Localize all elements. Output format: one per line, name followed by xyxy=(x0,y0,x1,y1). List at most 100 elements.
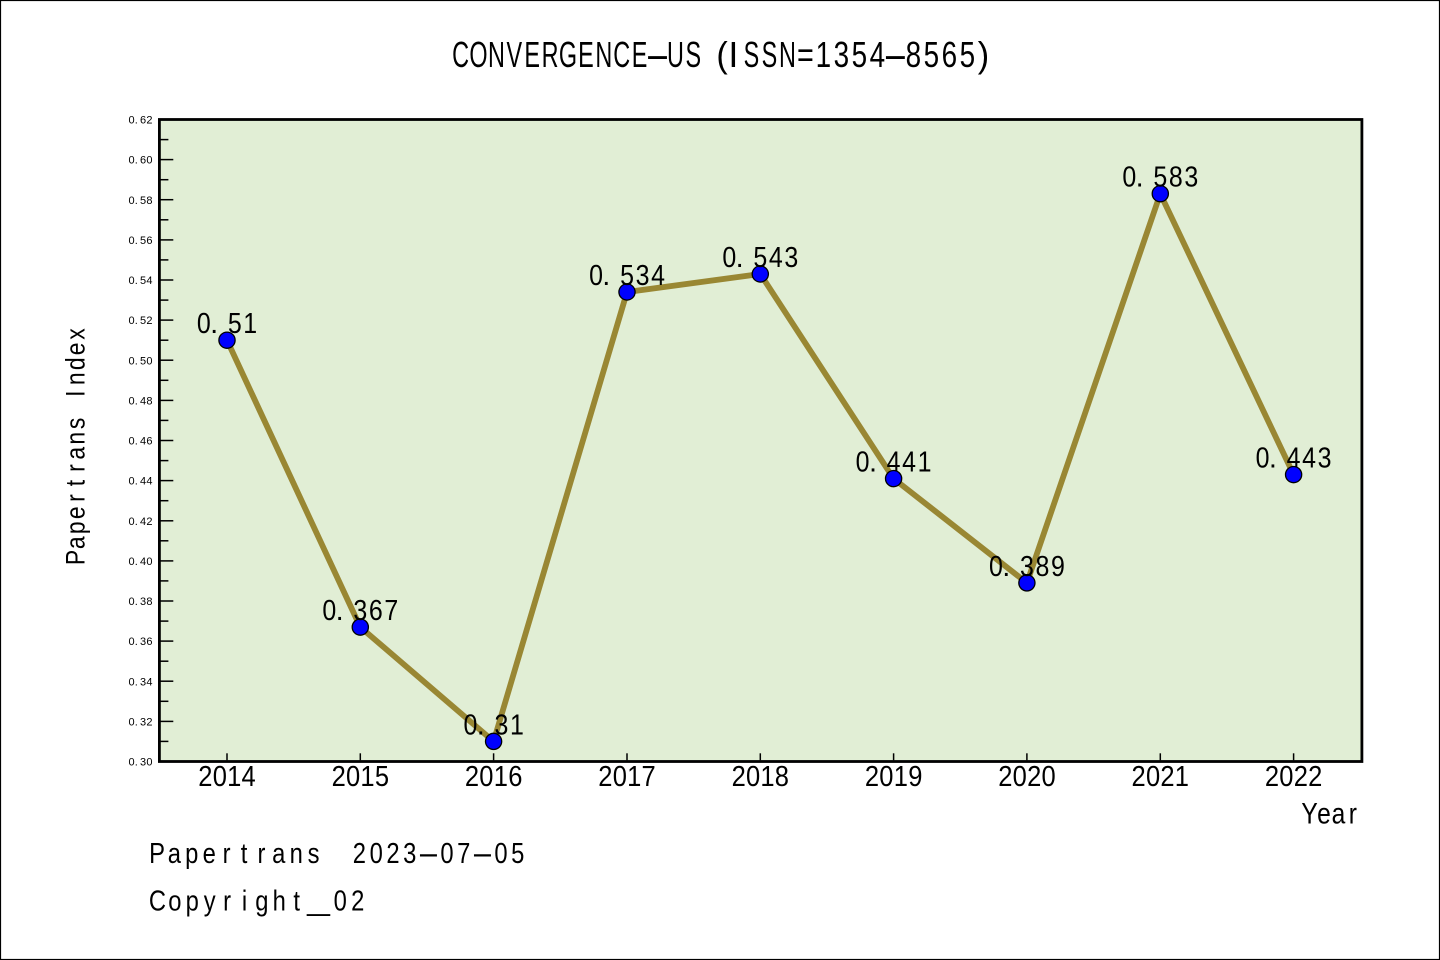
svg-text:2: 2 xyxy=(998,759,1012,792)
svg-text:2: 2 xyxy=(732,759,746,792)
svg-text:3: 3 xyxy=(140,636,146,648)
svg-text:0: 0 xyxy=(146,556,152,568)
svg-text:e: e xyxy=(61,343,91,356)
svg-text:r: r xyxy=(61,494,91,502)
svg-text:0: 0 xyxy=(129,596,135,608)
svg-text:h: h xyxy=(273,884,286,917)
svg-text:4: 4 xyxy=(902,446,916,478)
svg-text:n: n xyxy=(61,432,91,445)
svg-text:2: 2 xyxy=(1294,759,1308,792)
svg-text:5: 5 xyxy=(140,235,146,247)
svg-text:0: 0 xyxy=(146,355,152,367)
svg-text:0: 0 xyxy=(129,396,135,408)
svg-text:0: 0 xyxy=(322,594,336,626)
svg-text:2: 2 xyxy=(1265,759,1279,792)
svg-text:5: 5 xyxy=(140,275,146,287)
svg-text:8: 8 xyxy=(146,596,152,608)
svg-text:.: . xyxy=(135,396,138,408)
svg-text:9: 9 xyxy=(1051,550,1065,582)
svg-text:.: . xyxy=(1136,162,1144,194)
svg-text:-: - xyxy=(645,34,671,75)
svg-text:0: 0 xyxy=(1146,759,1160,792)
svg-text:1: 1 xyxy=(360,759,374,792)
svg-text:5: 5 xyxy=(753,241,767,273)
svg-text:.: . xyxy=(135,115,138,127)
svg-text:p: p xyxy=(186,884,199,917)
svg-text:.: . xyxy=(736,242,744,274)
svg-text:0: 0 xyxy=(746,759,760,792)
svg-text:e: e xyxy=(203,837,216,870)
svg-text:E: E xyxy=(578,36,594,75)
svg-text:3: 3 xyxy=(353,594,367,626)
svg-text:.: . xyxy=(135,757,138,769)
svg-text:-: - xyxy=(883,34,909,75)
svg-text:4: 4 xyxy=(651,259,665,291)
svg-text:5: 5 xyxy=(960,35,976,75)
svg-text:0: 0 xyxy=(129,556,135,568)
svg-text:s: s xyxy=(308,837,320,870)
svg-text:1: 1 xyxy=(627,759,641,792)
svg-text:5: 5 xyxy=(620,259,634,291)
svg-text:=: = xyxy=(797,34,814,75)
svg-text:2: 2 xyxy=(1027,759,1041,792)
svg-text:e: e xyxy=(1317,796,1331,830)
svg-text:.: . xyxy=(135,636,138,648)
svg-text:5: 5 xyxy=(852,35,868,75)
svg-text:2: 2 xyxy=(146,717,152,729)
svg-text:3: 3 xyxy=(1020,550,1034,582)
svg-text:E: E xyxy=(632,36,648,75)
svg-text:1: 1 xyxy=(494,759,508,792)
svg-text:0: 0 xyxy=(129,115,135,127)
svg-text:8: 8 xyxy=(146,195,152,207)
svg-text:.: . xyxy=(135,275,138,287)
svg-text:0: 0 xyxy=(146,155,152,167)
svg-text:0: 0 xyxy=(129,436,135,448)
svg-text:a: a xyxy=(168,837,181,870)
svg-text:9: 9 xyxy=(908,759,922,792)
svg-text:6: 6 xyxy=(140,155,146,167)
svg-text:0: 0 xyxy=(989,550,1003,582)
svg-text:0: 0 xyxy=(1042,759,1056,792)
svg-text:0: 0 xyxy=(146,757,152,769)
svg-text:.: . xyxy=(135,355,138,367)
svg-text:.: . xyxy=(1002,551,1010,583)
svg-text:S: S xyxy=(744,36,760,75)
svg-text:P: P xyxy=(149,837,165,870)
svg-text:2: 2 xyxy=(386,837,399,870)
svg-text:s: s xyxy=(61,418,91,429)
svg-text:3: 3 xyxy=(140,757,146,769)
svg-text:.: . xyxy=(135,315,138,327)
svg-text:5: 5 xyxy=(140,315,146,327)
svg-text:0: 0 xyxy=(129,315,135,327)
svg-text:0: 0 xyxy=(213,759,227,792)
svg-text:-: - xyxy=(471,837,494,869)
svg-text:a: a xyxy=(272,837,285,870)
svg-text:0: 0 xyxy=(129,355,135,367)
svg-text:4: 4 xyxy=(140,396,146,408)
svg-text:5: 5 xyxy=(140,355,146,367)
svg-text:5: 5 xyxy=(375,759,389,792)
svg-text:0: 0 xyxy=(129,235,135,247)
svg-text:.: . xyxy=(210,308,218,340)
svg-text:.: . xyxy=(135,195,138,207)
svg-text:1: 1 xyxy=(243,307,257,339)
svg-text:R: R xyxy=(542,36,559,75)
svg-text:.: . xyxy=(135,436,138,448)
svg-text:4: 4 xyxy=(1287,442,1301,474)
svg-text:0: 0 xyxy=(722,241,736,273)
svg-text:4: 4 xyxy=(140,516,146,528)
svg-text:C: C xyxy=(452,36,469,75)
svg-text:t: t xyxy=(61,480,91,486)
svg-text:x: x xyxy=(61,328,91,340)
svg-text:): ) xyxy=(978,35,989,75)
svg-text:V: V xyxy=(506,36,522,75)
svg-text:5: 5 xyxy=(140,195,146,207)
svg-text:3: 3 xyxy=(140,596,146,608)
svg-text:0: 0 xyxy=(879,759,893,792)
svg-text:6: 6 xyxy=(140,115,146,127)
svg-text:4: 4 xyxy=(146,676,152,688)
svg-text:_: _ xyxy=(306,885,331,917)
svg-text:2: 2 xyxy=(1132,759,1146,792)
svg-text:.: . xyxy=(1269,443,1277,475)
svg-text:2: 2 xyxy=(198,759,212,792)
